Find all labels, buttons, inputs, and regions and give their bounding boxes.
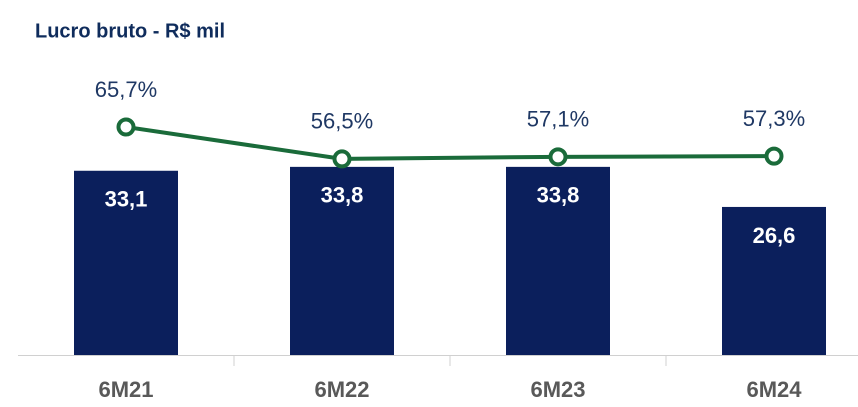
line-marker xyxy=(332,149,352,169)
bar xyxy=(722,206,826,355)
line-marker xyxy=(548,147,568,167)
bar xyxy=(74,170,178,355)
bar-value-label: 26,6 xyxy=(753,223,796,248)
x-tick-label: 6M24 xyxy=(746,377,802,402)
line-value-label: 57,3% xyxy=(743,106,805,131)
x-tick-label: 6M23 xyxy=(530,377,585,402)
line-value-label: 65,7% xyxy=(95,77,157,102)
line-value-label: 56,5% xyxy=(311,109,373,134)
line xyxy=(125,125,775,161)
bar-value-label: 33,1 xyxy=(105,187,148,212)
x-tick-label: 6M21 xyxy=(98,377,153,402)
line-value-label: 57,1% xyxy=(527,107,589,132)
bar-value-label: 33,8 xyxy=(537,183,580,208)
line-marker xyxy=(116,117,136,137)
chart-title: Lucro bruto - R$ mil xyxy=(35,20,225,42)
x-tick-label: 6M22 xyxy=(314,377,369,402)
bar xyxy=(290,166,394,355)
line-marker xyxy=(764,146,784,166)
bar-value-label: 33,8 xyxy=(321,183,364,208)
bar xyxy=(506,166,610,355)
